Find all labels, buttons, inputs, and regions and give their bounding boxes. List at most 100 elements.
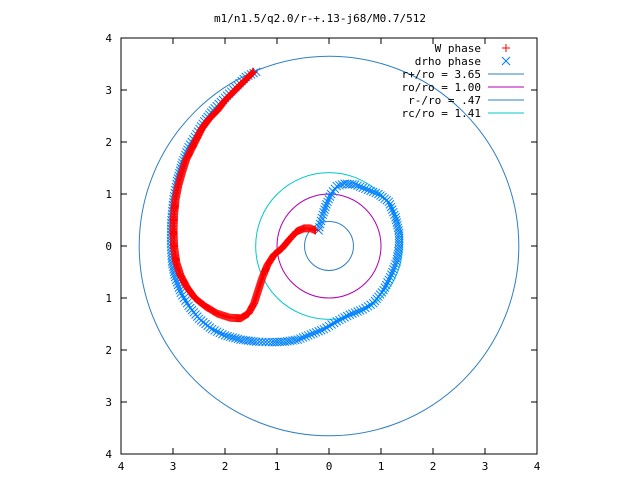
data-point [390,262,399,272]
data-point [374,189,383,199]
data-series [166,67,404,347]
x-tick-label: 2 [222,460,229,473]
data-point [220,331,230,340]
data-point [320,205,329,214]
legend-label: rc/ro = 1.41 [402,107,481,120]
y-tick-label: 0 [105,240,112,253]
data-point [383,278,392,287]
data-point [391,259,400,269]
data-point [298,333,308,342]
legend-marker [502,44,510,52]
data-point [231,333,240,343]
circle-ro [276,193,382,299]
data-point [392,257,401,266]
legend-label: ro/ro = 1.00 [402,81,481,94]
data-point [311,327,321,337]
x-tick-label: 0 [326,460,333,473]
data-point [388,207,398,217]
data-point [178,291,187,300]
data-point [316,216,326,226]
data-point [368,187,378,197]
data-point [337,180,347,189]
y-tick-label: 1 [105,188,112,201]
data-point [225,332,235,342]
x-tick-label: 4 [534,460,541,473]
data-point [393,252,402,261]
circle-r [304,221,354,271]
data-point [384,275,394,285]
data-point [353,181,362,191]
data-point [210,326,219,335]
data-point [181,296,190,305]
data-point [342,311,352,321]
x-tick-label: 1 [378,460,385,473]
legend-label: r+/ro = 3.65 [402,68,481,81]
data-point [379,285,388,295]
series-w-phase [169,67,320,323]
data-point [358,305,368,314]
data-point [325,192,335,201]
data-point [371,188,381,198]
data-point [290,335,300,345]
data-point [317,213,327,223]
data-point [391,213,400,222]
data-point [179,293,189,303]
data-point [314,326,323,336]
data-point [174,283,184,292]
data-point [306,330,316,339]
data-point [355,306,365,315]
y-tick-label: 2 [105,136,112,149]
data-point [387,205,397,214]
data-point [355,182,365,192]
data-point [394,228,404,238]
data-point [228,333,238,342]
data-point [363,301,373,311]
data-point [233,334,243,344]
data-point [332,317,342,326]
legend-label: W phase [435,42,481,55]
data-point [321,202,330,212]
y-tick-label: 4 [105,32,112,45]
data-point [327,320,336,329]
data-point [390,210,399,220]
data-point [361,303,370,313]
x-tick-label: 4 [118,460,125,473]
data-point [394,226,403,235]
y-tick-label: 4 [105,448,112,461]
data-point [215,328,225,338]
data-point [348,309,357,318]
y-tick-label: 3 [105,396,112,409]
data-point [392,254,402,264]
data-point [296,334,305,343]
data-point [393,220,402,230]
legend-label: r-/ro = .47 [408,94,481,107]
data-point [393,246,403,256]
data-point [392,218,402,227]
data-point [212,327,222,337]
data-point [319,207,329,217]
data-point [223,331,232,341]
data-point [386,202,396,212]
data-point [309,329,318,338]
data-point [381,280,391,290]
data-point [218,329,227,339]
data-point [311,226,320,235]
data-point [207,324,217,334]
data-point [353,307,362,316]
data-point [323,197,332,207]
data-point [361,184,370,194]
data-point [350,308,360,317]
data-point [358,183,368,193]
x-tick-label: 1 [274,460,281,473]
data-point [176,288,186,298]
y-tick-label: 1 [105,292,112,305]
data-point [337,314,347,324]
x-tick-label: 2 [430,460,437,473]
data-point [329,318,339,328]
data-point [316,325,326,335]
data-point [301,332,310,341]
data-point [322,200,331,209]
data-point [389,265,398,274]
